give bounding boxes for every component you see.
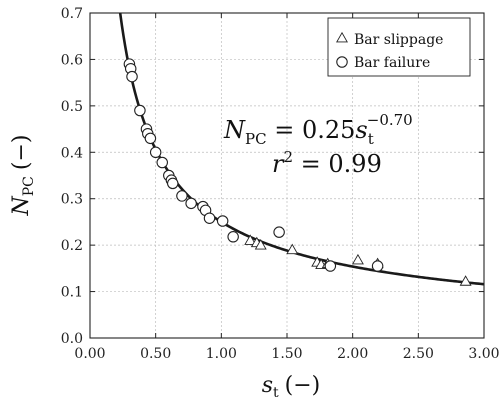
data-point-bar-failure: [185, 197, 197, 210]
legend-circle-icon: [336, 56, 348, 68]
y-tick-label: 0.6: [61, 52, 83, 68]
fit-r2-value: = 0.99: [293, 150, 382, 178]
legend-label-bar-failure: Bar failure: [354, 55, 430, 71]
y-tick-label: 0.0: [61, 331, 83, 347]
fit-equation-coefficient: = 0.25: [267, 116, 356, 144]
x-tick-label: 0.50: [140, 346, 171, 362]
x-tick-label: 2.00: [337, 346, 368, 362]
y-tick-label: 0.1: [61, 285, 83, 301]
x-tick-label: 0.00: [74, 346, 105, 362]
y-tick-label: 0.4: [61, 145, 83, 161]
legend-marker-bar-slippage: [336, 31, 348, 43]
data-point-bar-failure: [227, 231, 239, 243]
fit-r2: r2 = 0.99: [272, 148, 382, 178]
data-point-bar-failure: [216, 215, 229, 227]
data-point-bar-failure: [156, 156, 168, 169]
legend-marker-bar-failure: [336, 56, 348, 68]
data-point-bar-failure: [134, 104, 146, 117]
data-point-bar-failure: [149, 146, 162, 159]
data-point-bar-failure: [166, 177, 179, 190]
data-point-bar-slippage: [351, 253, 364, 265]
fit-r2-sup: 2: [283, 148, 293, 166]
x-axis-label-sub: t: [273, 385, 279, 401]
fit-equation-variable: s: [355, 116, 367, 144]
x-tick-label: 1.00: [206, 346, 237, 362]
legend: Bar slippage Bar failure: [327, 17, 471, 77]
data-point-bar-failure: [324, 260, 337, 272]
x-tick-label: 2.50: [403, 346, 434, 362]
data-point-bar-slippage: [244, 234, 257, 245]
x-axis-label: st (−): [262, 373, 321, 401]
fit-equation: NPC = 0.25st−0.70: [223, 111, 413, 148]
y-tick-label: 0.3: [61, 192, 83, 208]
legend-label-bar-slippage: Bar slippage: [354, 32, 443, 48]
fit-equation-lhs-sub: PC: [245, 130, 267, 148]
fit-equation-variable-sub: t: [368, 130, 374, 148]
data-point-bar-failure: [203, 212, 216, 224]
axis-ticks: 0.00 0.50 1.00 1.50 2.00 2.50 3.00 0.0 0.1 0.2 0.3…: [61, 6, 500, 362]
data-point-bar-slippage: [459, 275, 472, 286]
data-point-bar-failure: [371, 260, 384, 272]
y-tick-label: 0.2: [61, 238, 83, 254]
data-points: [123, 58, 472, 286]
x-axis-label-unit: (−): [285, 373, 321, 398]
legend-box: [327, 17, 471, 77]
fit-equation-lhs: N: [223, 116, 246, 144]
data-point-bar-slippage: [254, 239, 267, 250]
y-tick-label: 0.7: [61, 6, 83, 22]
y-tick-label: 0.5: [61, 99, 83, 115]
y-axis-label-sub: PC: [21, 176, 37, 196]
fit-curve: [118, 12, 485, 286]
data-point-bar-slippage: [286, 243, 299, 255]
fit-equation-exponent: −0.70: [367, 111, 413, 129]
fit-r2-lhs: r: [272, 150, 285, 178]
x-axis-label-main: s: [262, 373, 273, 398]
x-tick-label: 1.50: [271, 346, 302, 362]
data-point-bar-failure: [273, 226, 285, 238]
data-point-bar-failure: [176, 190, 188, 202]
y-axis-label: NPC (−): [9, 135, 37, 217]
y-axis-label-main: N: [9, 196, 34, 217]
y-axis-label-unit: (−): [9, 135, 34, 171]
x-tick-label: 3.00: [468, 346, 499, 362]
legend-triangle-icon: [336, 31, 348, 43]
data-point-bar-failure: [144, 132, 157, 145]
data-point-bar-failure: [126, 70, 138, 83]
